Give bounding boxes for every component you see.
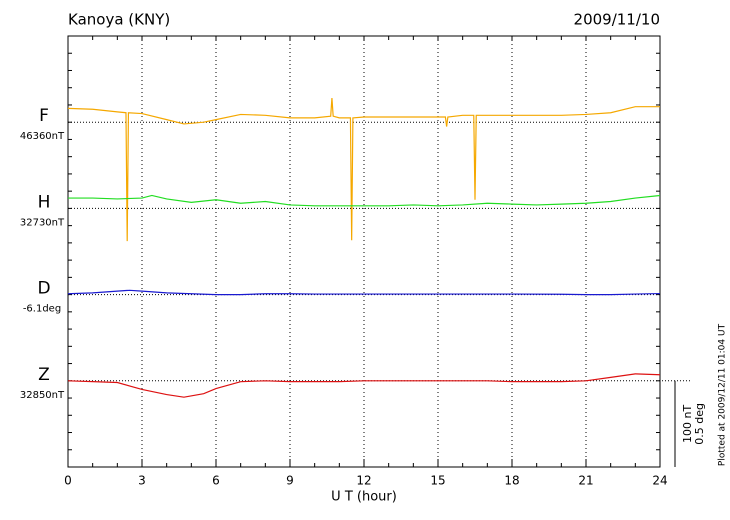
series-line <box>67 98 660 242</box>
footnote: Plotted at 2009/12/11 01:04 UT <box>718 323 728 466</box>
x-tick-label: 15 <box>430 474 445 488</box>
x-tick-label: 9 <box>286 474 294 488</box>
chart-date: 2009/11/10 <box>574 11 660 29</box>
series-name: F <box>39 106 49 126</box>
series-line <box>68 194 661 207</box>
x-axis-label: U T (hour) <box>331 490 397 505</box>
series-name: H <box>38 192 51 212</box>
series-line <box>67 289 661 296</box>
series-baseline: 46360nT <box>20 131 65 142</box>
series-baseline: 32850nT <box>20 390 65 401</box>
x-tick-label: 0 <box>64 474 72 488</box>
x-tick-label: 24 <box>652 474 667 488</box>
series-name: D <box>37 279 50 299</box>
x-tick-label: 3 <box>138 474 146 488</box>
series-baseline: -6.1deg <box>23 304 61 315</box>
scale-label: 0.5 deg <box>693 403 706 445</box>
x-tick-label: 6 <box>212 474 220 488</box>
series-line <box>67 373 661 398</box>
series-baseline: 32730nT <box>20 217 65 228</box>
x-tick-label: 12 <box>356 474 371 488</box>
x-tick-label: 21 <box>578 474 593 488</box>
scale-label: 100 nT <box>681 405 694 443</box>
x-tick-label: 18 <box>504 474 519 488</box>
chart-title: Kanoya (KNY) <box>68 11 170 29</box>
series-name: Z <box>38 365 50 385</box>
